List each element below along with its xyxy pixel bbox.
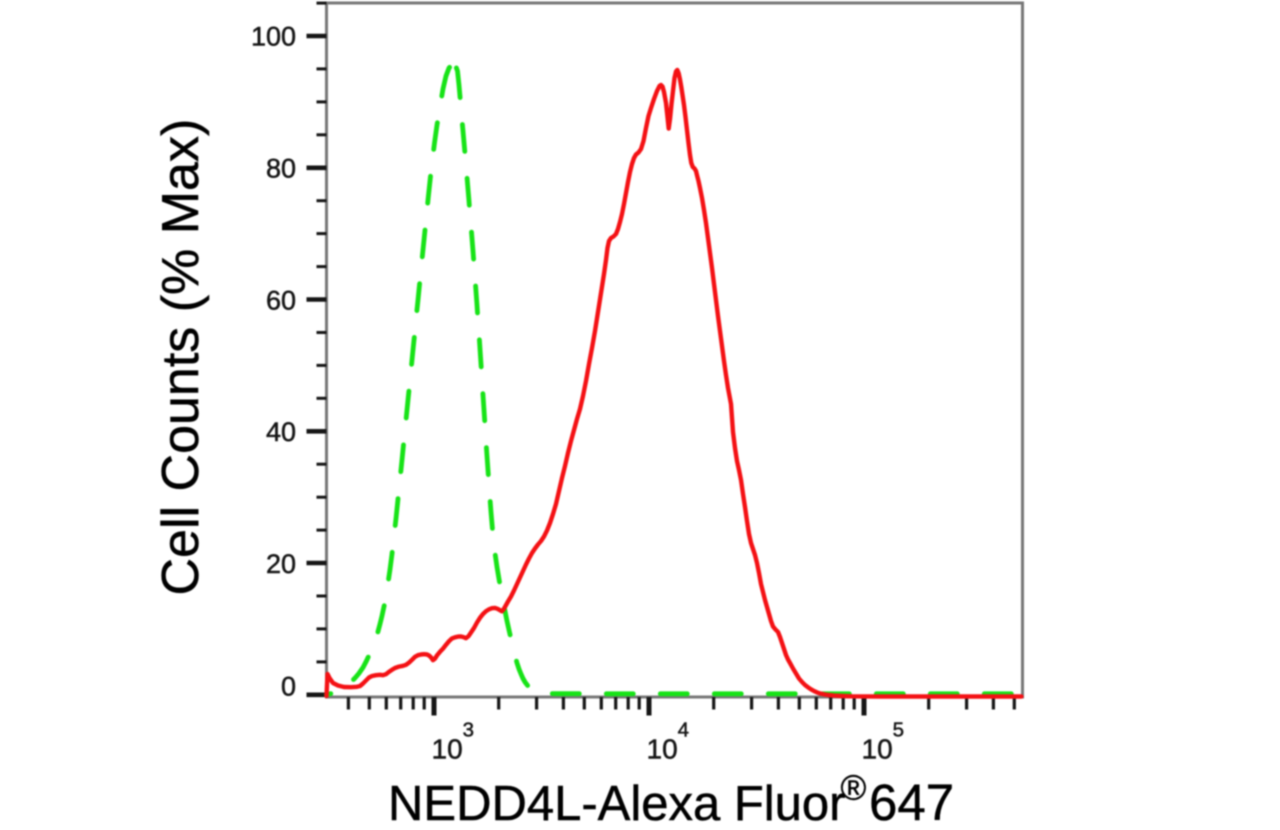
svg-text:80: 80 — [266, 154, 296, 184]
svg-text:Cell Counts (% Max): Cell Counts (% Max) — [152, 119, 210, 596]
svg-text:647: 647 — [869, 774, 954, 830]
svg-text:0: 0 — [281, 672, 296, 702]
svg-text:®: ® — [841, 769, 867, 808]
svg-text:60: 60 — [266, 285, 296, 315]
svg-text:40: 40 — [266, 417, 296, 447]
svg-text:100: 100 — [251, 22, 296, 52]
svg-text:NEDD4L-Alexa Fluor: NEDD4L-Alexa Fluor — [388, 777, 846, 830]
svg-text:20: 20 — [266, 549, 296, 579]
